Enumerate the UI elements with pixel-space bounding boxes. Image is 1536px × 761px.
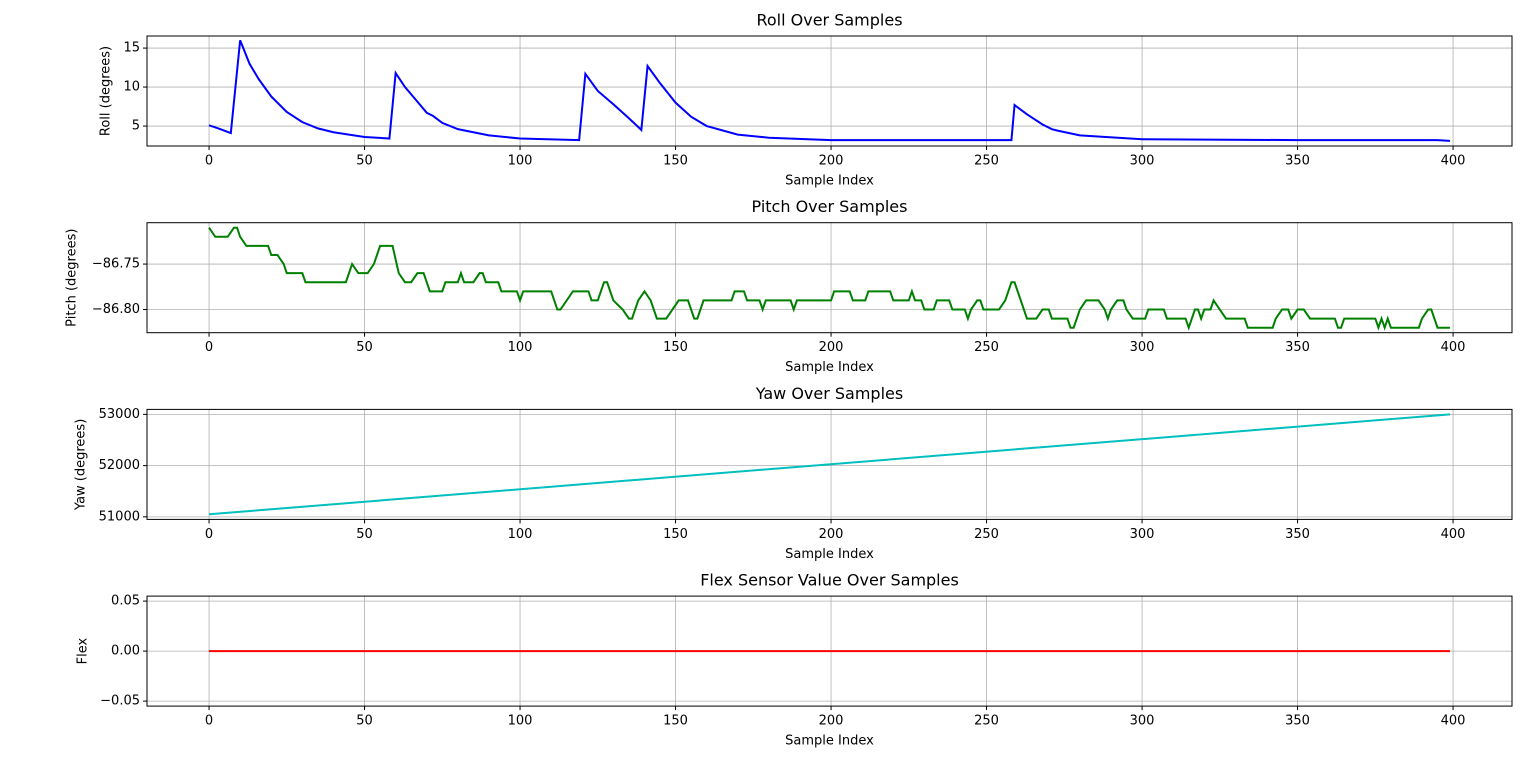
y-axis-label: Roll (degrees) [99,46,114,136]
x-tick-label: 50 [356,714,373,729]
x-tick-label: 50 [356,340,373,355]
axes-frame [146,35,1513,147]
x-tick-label: 0 [205,714,213,729]
x-tick-label: 100 [508,527,533,542]
subplot-title: Roll Over Samples [756,11,902,30]
y-tick-label: −0.05 [100,694,140,709]
x-tick-label: 300 [1130,714,1155,729]
y-tick-label: −86.75 [92,257,140,272]
x-tick-label: 350 [1285,340,1310,355]
y-tick-label: 5 [132,119,140,134]
x-tick-label: 100 [508,714,533,729]
x-tick-label: 250 [974,714,999,729]
x-tick-label: 300 [1130,340,1155,355]
data-line [208,226,1450,331]
x-tick-label: 200 [819,714,844,729]
x-tick-label: 350 [1285,154,1310,169]
subplot-title: Flex Sensor Value Over Samples [700,571,959,590]
y-axis-label: Flex [76,638,91,665]
x-tick-label: 100 [508,340,533,355]
x-tick-label: 150 [663,527,688,542]
x-tick-label: 150 [663,154,688,169]
x-tick-label: 0 [205,527,213,542]
x-tick-label: 400 [1441,340,1466,355]
x-axis-label: Sample Index [785,547,874,562]
y-tick-label: 0.00 [111,644,140,659]
x-tick-label: 200 [819,154,844,169]
x-tick-label: 400 [1441,714,1466,729]
data-line [208,39,1451,142]
x-tick-label: 50 [356,154,373,169]
axes-frame [146,595,1513,707]
x-tick-label: 300 [1130,154,1155,169]
subplot-title: Yaw Over Samples [755,384,903,403]
x-tick-label: 0 [205,340,213,355]
data-line [208,413,1451,516]
x-axis-label: Sample Index [785,174,874,189]
y-axis-label: Pitch (degrees) [65,229,80,327]
y-tick-label: 0.05 [111,594,140,609]
x-tick-label: 400 [1441,154,1466,169]
y-axis-label: Yaw (degrees) [74,419,89,511]
x-tick-label: 100 [508,154,533,169]
x-axis-label: Sample Index [785,360,874,375]
subplot-title: Pitch Over Samples [752,197,908,216]
y-tick-label: 51000 [99,509,140,524]
x-tick-label: 300 [1130,527,1155,542]
x-tick-label: 150 [663,340,688,355]
x-tick-label: 150 [663,714,688,729]
x-tick-label: 350 [1285,714,1310,729]
axes-frame [146,222,1513,334]
y-tick-label: −86.80 [92,302,140,317]
x-tick-label: 350 [1285,527,1310,542]
x-tick-label: 0 [205,154,213,169]
x-tick-label: 50 [356,527,373,542]
axes-frame [146,408,1513,520]
x-tick-label: 400 [1441,527,1466,542]
x-tick-label: 200 [819,527,844,542]
x-tick-label: 250 [974,340,999,355]
x-tick-label: 250 [974,527,999,542]
y-tick-label: 10 [123,80,140,95]
y-tick-label: 53000 [99,407,140,422]
y-tick-label: 15 [123,41,140,56]
x-tick-label: 200 [819,340,844,355]
y-tick-label: 52000 [99,458,140,473]
x-tick-label: 250 [974,154,999,169]
x-axis-label: Sample Index [785,734,874,749]
